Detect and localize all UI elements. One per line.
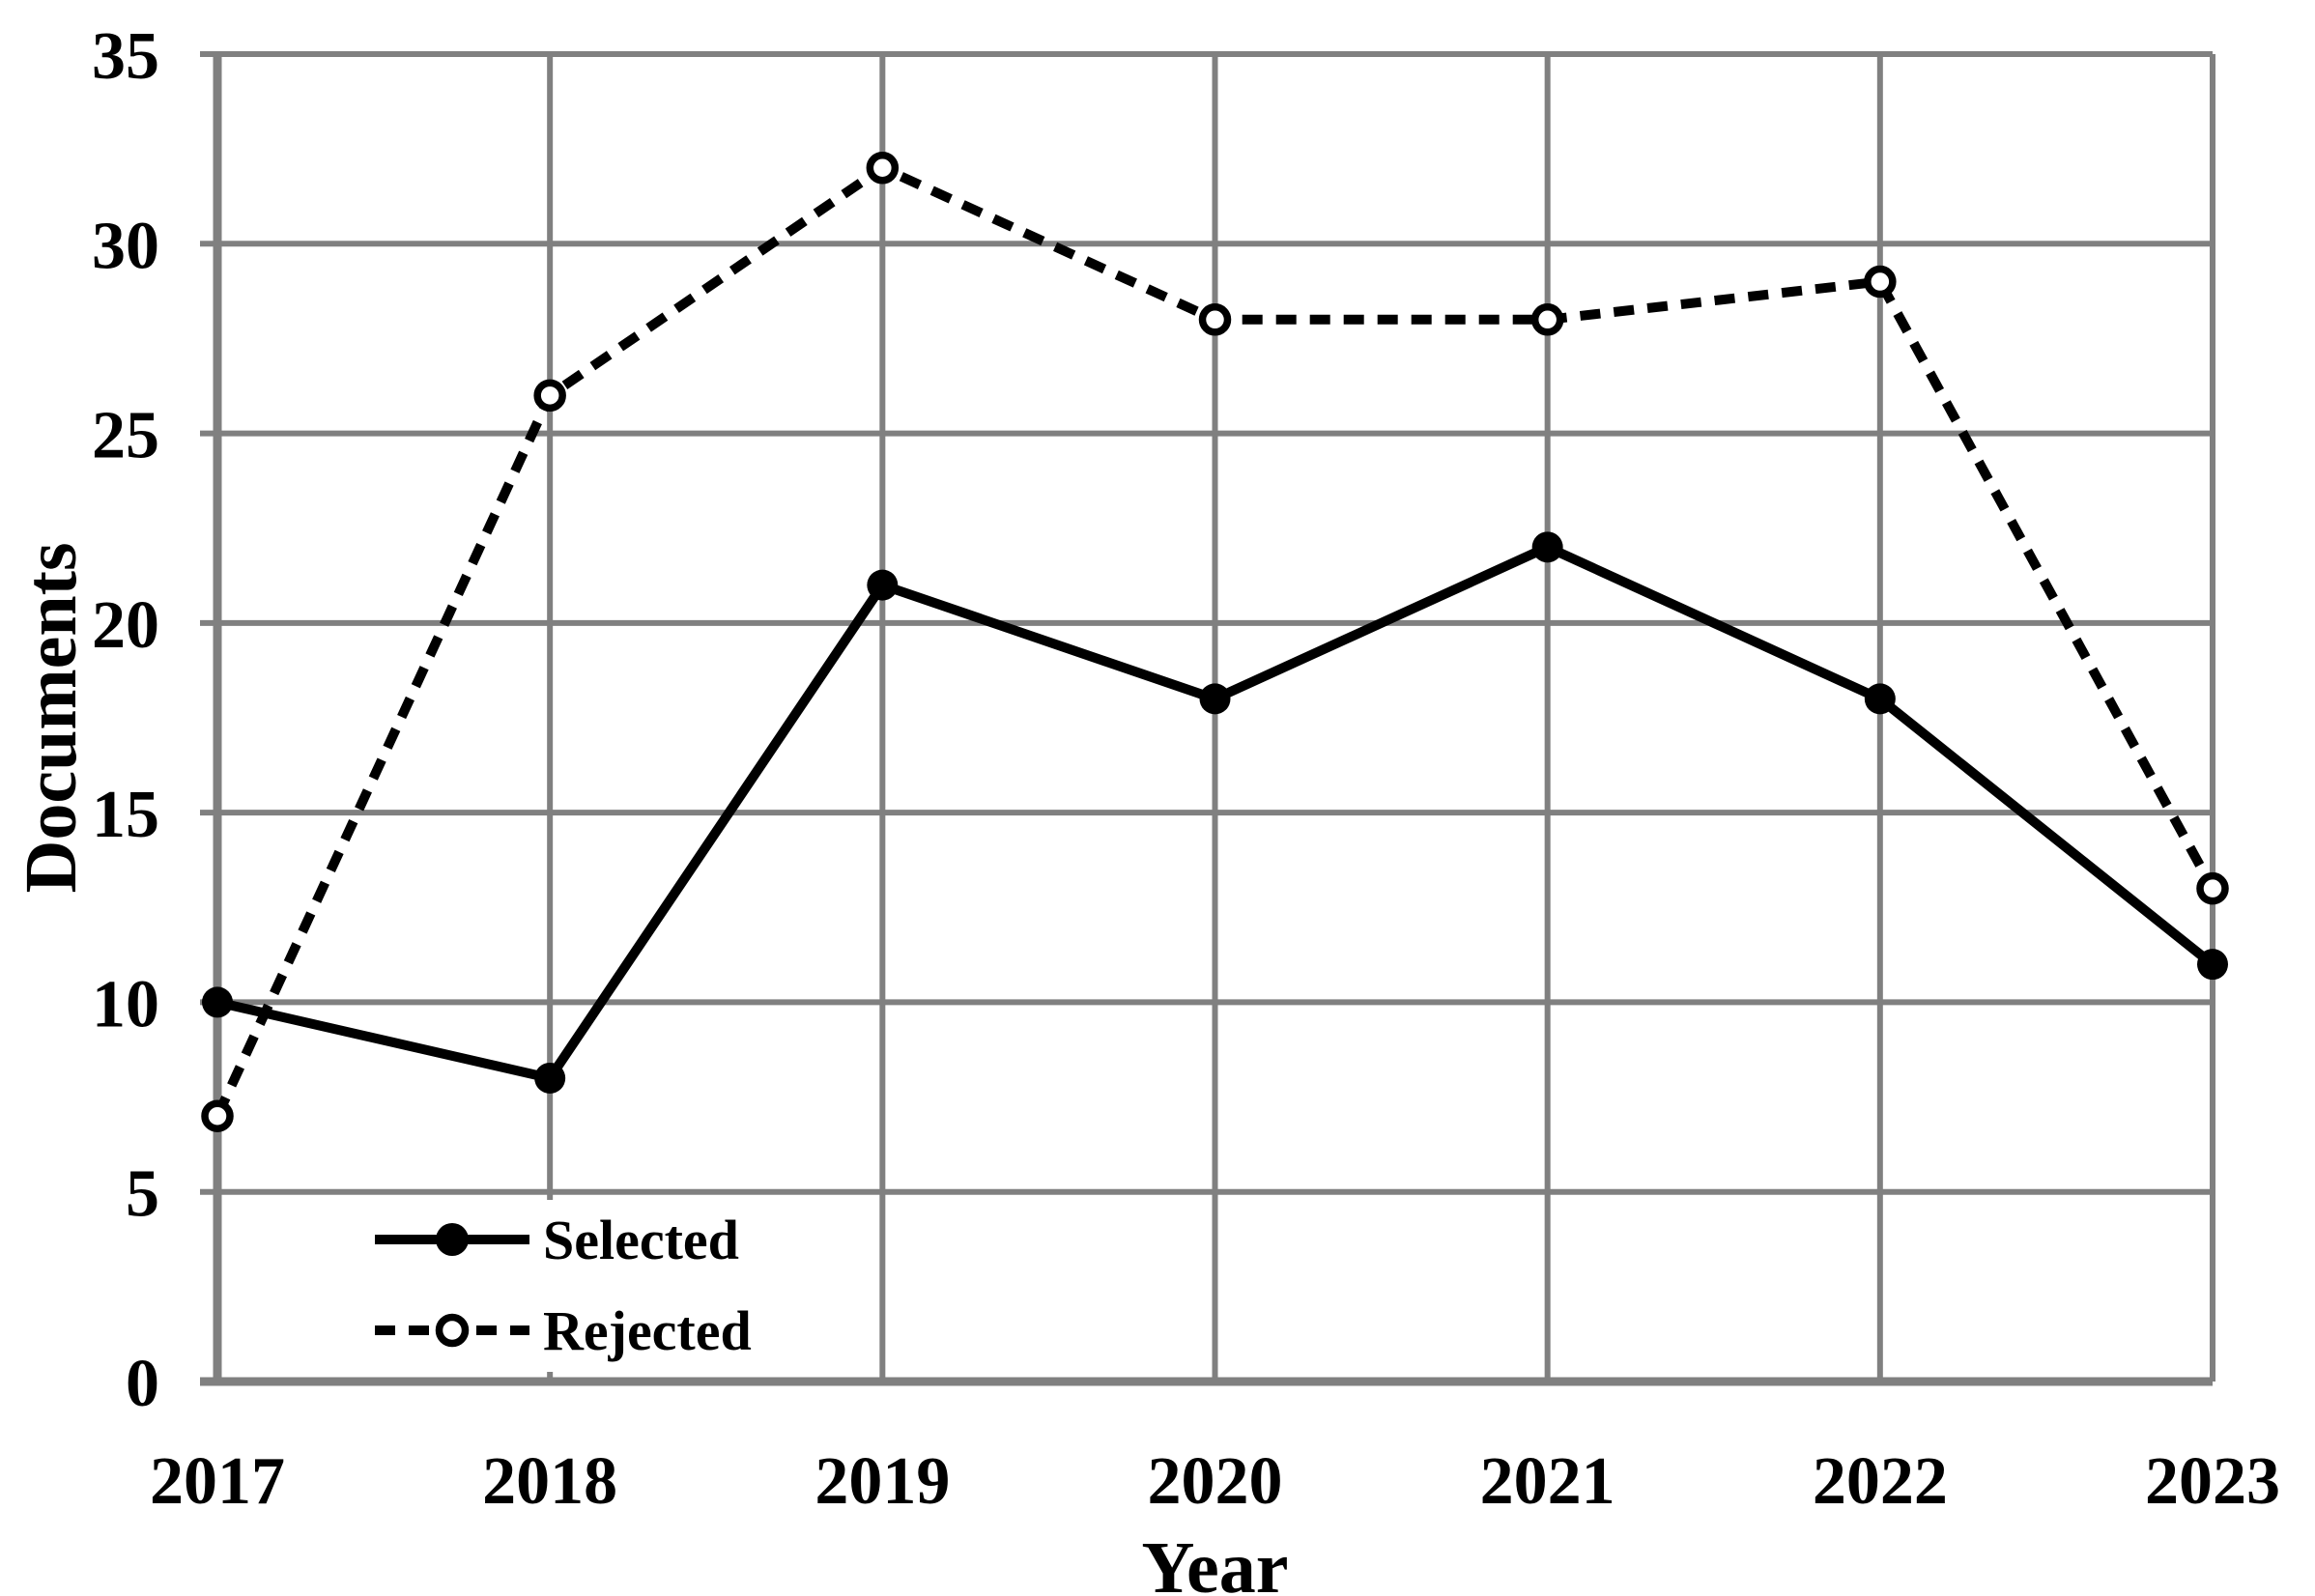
legend-marker-open-circle bbox=[435, 1313, 470, 1348]
rejected-data-point-marker bbox=[866, 152, 900, 185]
x-tick-label: 2021 bbox=[1480, 1444, 1615, 1519]
selected-data-point-marker bbox=[867, 569, 899, 601]
rejected-data-point-marker bbox=[201, 1099, 234, 1132]
y-tick-label: 25 bbox=[92, 399, 159, 473]
legend: Selected Rejected bbox=[375, 1209, 752, 1362]
x-tick-label: 2018 bbox=[482, 1444, 617, 1519]
rejected-data-point-marker bbox=[2196, 871, 2229, 905]
rejected-data-point-marker bbox=[1198, 303, 1232, 336]
x-tick-labels: 2017 2018 2019 2020 2021 2022 2023 bbox=[150, 1444, 2280, 1519]
x-tick-label: 2019 bbox=[815, 1444, 950, 1519]
y-tick-label: 20 bbox=[92, 588, 159, 663]
selected-data-point-marker bbox=[202, 986, 233, 1018]
selected-data-point-marker bbox=[534, 1062, 566, 1094]
legend-background bbox=[359, 1200, 777, 1372]
selected-data-point-marker bbox=[1864, 683, 1896, 715]
x-tick-label: 2023 bbox=[2145, 1444, 2280, 1519]
y-tick-labels: 0 5 10 15 20 25 30 35 bbox=[92, 19, 159, 1421]
selected-data-point-marker bbox=[1531, 531, 1563, 563]
y-tick-label: 35 bbox=[92, 19, 159, 94]
y-axis-label: Documents bbox=[11, 542, 92, 893]
selected-data-point-marker bbox=[1199, 683, 1231, 715]
x-tick-label: 2022 bbox=[1813, 1444, 1948, 1519]
y-tick-label: 5 bbox=[126, 1157, 159, 1232]
x-tick-label: 2020 bbox=[1148, 1444, 1283, 1519]
x-tick-label: 2017 bbox=[150, 1444, 285, 1519]
rejected-data-point-marker bbox=[1864, 265, 1897, 299]
legend-marker-filled-circle bbox=[436, 1223, 469, 1256]
rejected-series bbox=[201, 152, 2229, 1132]
gridlines bbox=[214, 51, 2215, 1384]
legend-label: Selected bbox=[543, 1209, 739, 1271]
y-tick-label: 15 bbox=[92, 778, 159, 852]
legend-item-rejected: Rejected bbox=[375, 1299, 752, 1362]
legend-label: Rejected bbox=[543, 1299, 752, 1362]
y-tick-label: 30 bbox=[92, 209, 159, 283]
rejected-data-point-marker bbox=[533, 379, 566, 413]
selected-data-point-marker bbox=[2197, 949, 2228, 981]
y-tick-label: 0 bbox=[126, 1347, 159, 1421]
selected-series bbox=[202, 531, 2228, 1094]
rejected-data-point-marker bbox=[1530, 303, 1564, 336]
legend-item-selected: Selected bbox=[375, 1209, 739, 1271]
x-axis-label: Year bbox=[1142, 1527, 1289, 1596]
y-tick-label: 10 bbox=[92, 967, 159, 1041]
